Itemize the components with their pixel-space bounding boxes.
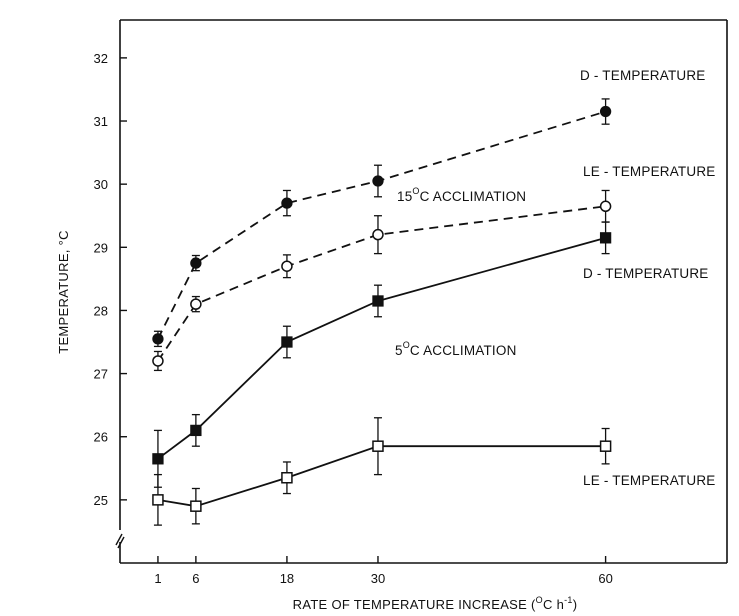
annotation-5c-text: C ACCLIMATION [410, 343, 517, 358]
data-point [372, 295, 384, 307]
annotation-15c-acclimation: 15OC ACCLIMATION [397, 186, 526, 204]
data-point [372, 440, 384, 452]
series-line [157, 236, 606, 460]
plot-frame [115, 19, 728, 564]
annotation-5c-degree: O [403, 340, 410, 350]
series-4 [152, 417, 612, 526]
x-tick-label: 6 [192, 571, 199, 586]
y-tick-label: 32 [94, 51, 108, 66]
x-axis-title-unit: C h [543, 597, 564, 612]
data-point [599, 105, 612, 118]
series-line [157, 205, 606, 362]
data-point [281, 336, 293, 348]
y-tick-label: 28 [94, 303, 108, 318]
label-5c-d-temperature: D - TEMPERATURE [583, 266, 709, 281]
y-axis-title: TEMPERATURE, °C [56, 230, 71, 354]
series-layer [152, 98, 612, 526]
annotation-15c-degree: O [412, 186, 419, 196]
x-axis-title-close: ) [573, 597, 578, 612]
y-tick-label: 25 [94, 493, 108, 508]
data-point [152, 494, 164, 506]
data-point [190, 257, 202, 269]
x-axis-title-exponent: -1 [564, 595, 573, 605]
x-axis-ticks: 1 6 18 30 60 [154, 556, 613, 586]
data-point [372, 228, 384, 241]
y-tick-label: 27 [94, 367, 108, 382]
data-point [190, 424, 202, 437]
series-line [157, 445, 606, 508]
x-tick-label: 60 [598, 571, 612, 586]
label-15c-d-temperature: D - TEMPERATURE [580, 68, 706, 83]
data-point [152, 453, 164, 465]
x-tick-label: 30 [371, 571, 385, 586]
annotation-5c-acclimation: 5OC ACCLIMATION [395, 340, 517, 358]
y-tick-label: 29 [94, 240, 108, 255]
data-point [190, 298, 202, 310]
data-point [372, 175, 384, 187]
data-point [152, 333, 164, 345]
data-point [281, 260, 293, 272]
y-tick-label: 31 [94, 114, 108, 129]
x-axis-title: RATE OF TEMPERATURE INCREASE (OC h-1) [293, 595, 578, 612]
annotation-5c-number: 5 [395, 343, 403, 358]
series-1 [152, 98, 612, 348]
label-15c-le-temperature: LE - TEMPERATURE [583, 164, 715, 179]
y-axis-ticks: 25 26 27 28 29 30 31 32 [94, 51, 127, 508]
data-point [190, 500, 202, 512]
data-point [599, 232, 612, 244]
data-point [281, 472, 293, 484]
y-tick-label: 26 [94, 430, 108, 445]
axis-break-mark [115, 533, 125, 549]
series-line [157, 110, 606, 340]
series-3 [152, 221, 612, 488]
data-point [599, 440, 612, 452]
y-tick-label: 30 [94, 177, 108, 192]
annotation-15c-text: C ACCLIMATION [420, 189, 527, 204]
x-axis-title-main: RATE OF TEMPERATURE INCREASE ( [293, 597, 536, 612]
data-point [152, 355, 164, 367]
data-point [599, 200, 612, 213]
series-2 [152, 189, 612, 372]
data-point [281, 197, 293, 209]
x-tick-label: 18 [280, 571, 294, 586]
label-5c-le-temperature: LE - TEMPERATURE [583, 473, 715, 488]
x-tick-label: 1 [154, 571, 161, 586]
x-axis-title-degree: O [536, 595, 543, 605]
annotation-15c-number: 15 [397, 189, 412, 204]
